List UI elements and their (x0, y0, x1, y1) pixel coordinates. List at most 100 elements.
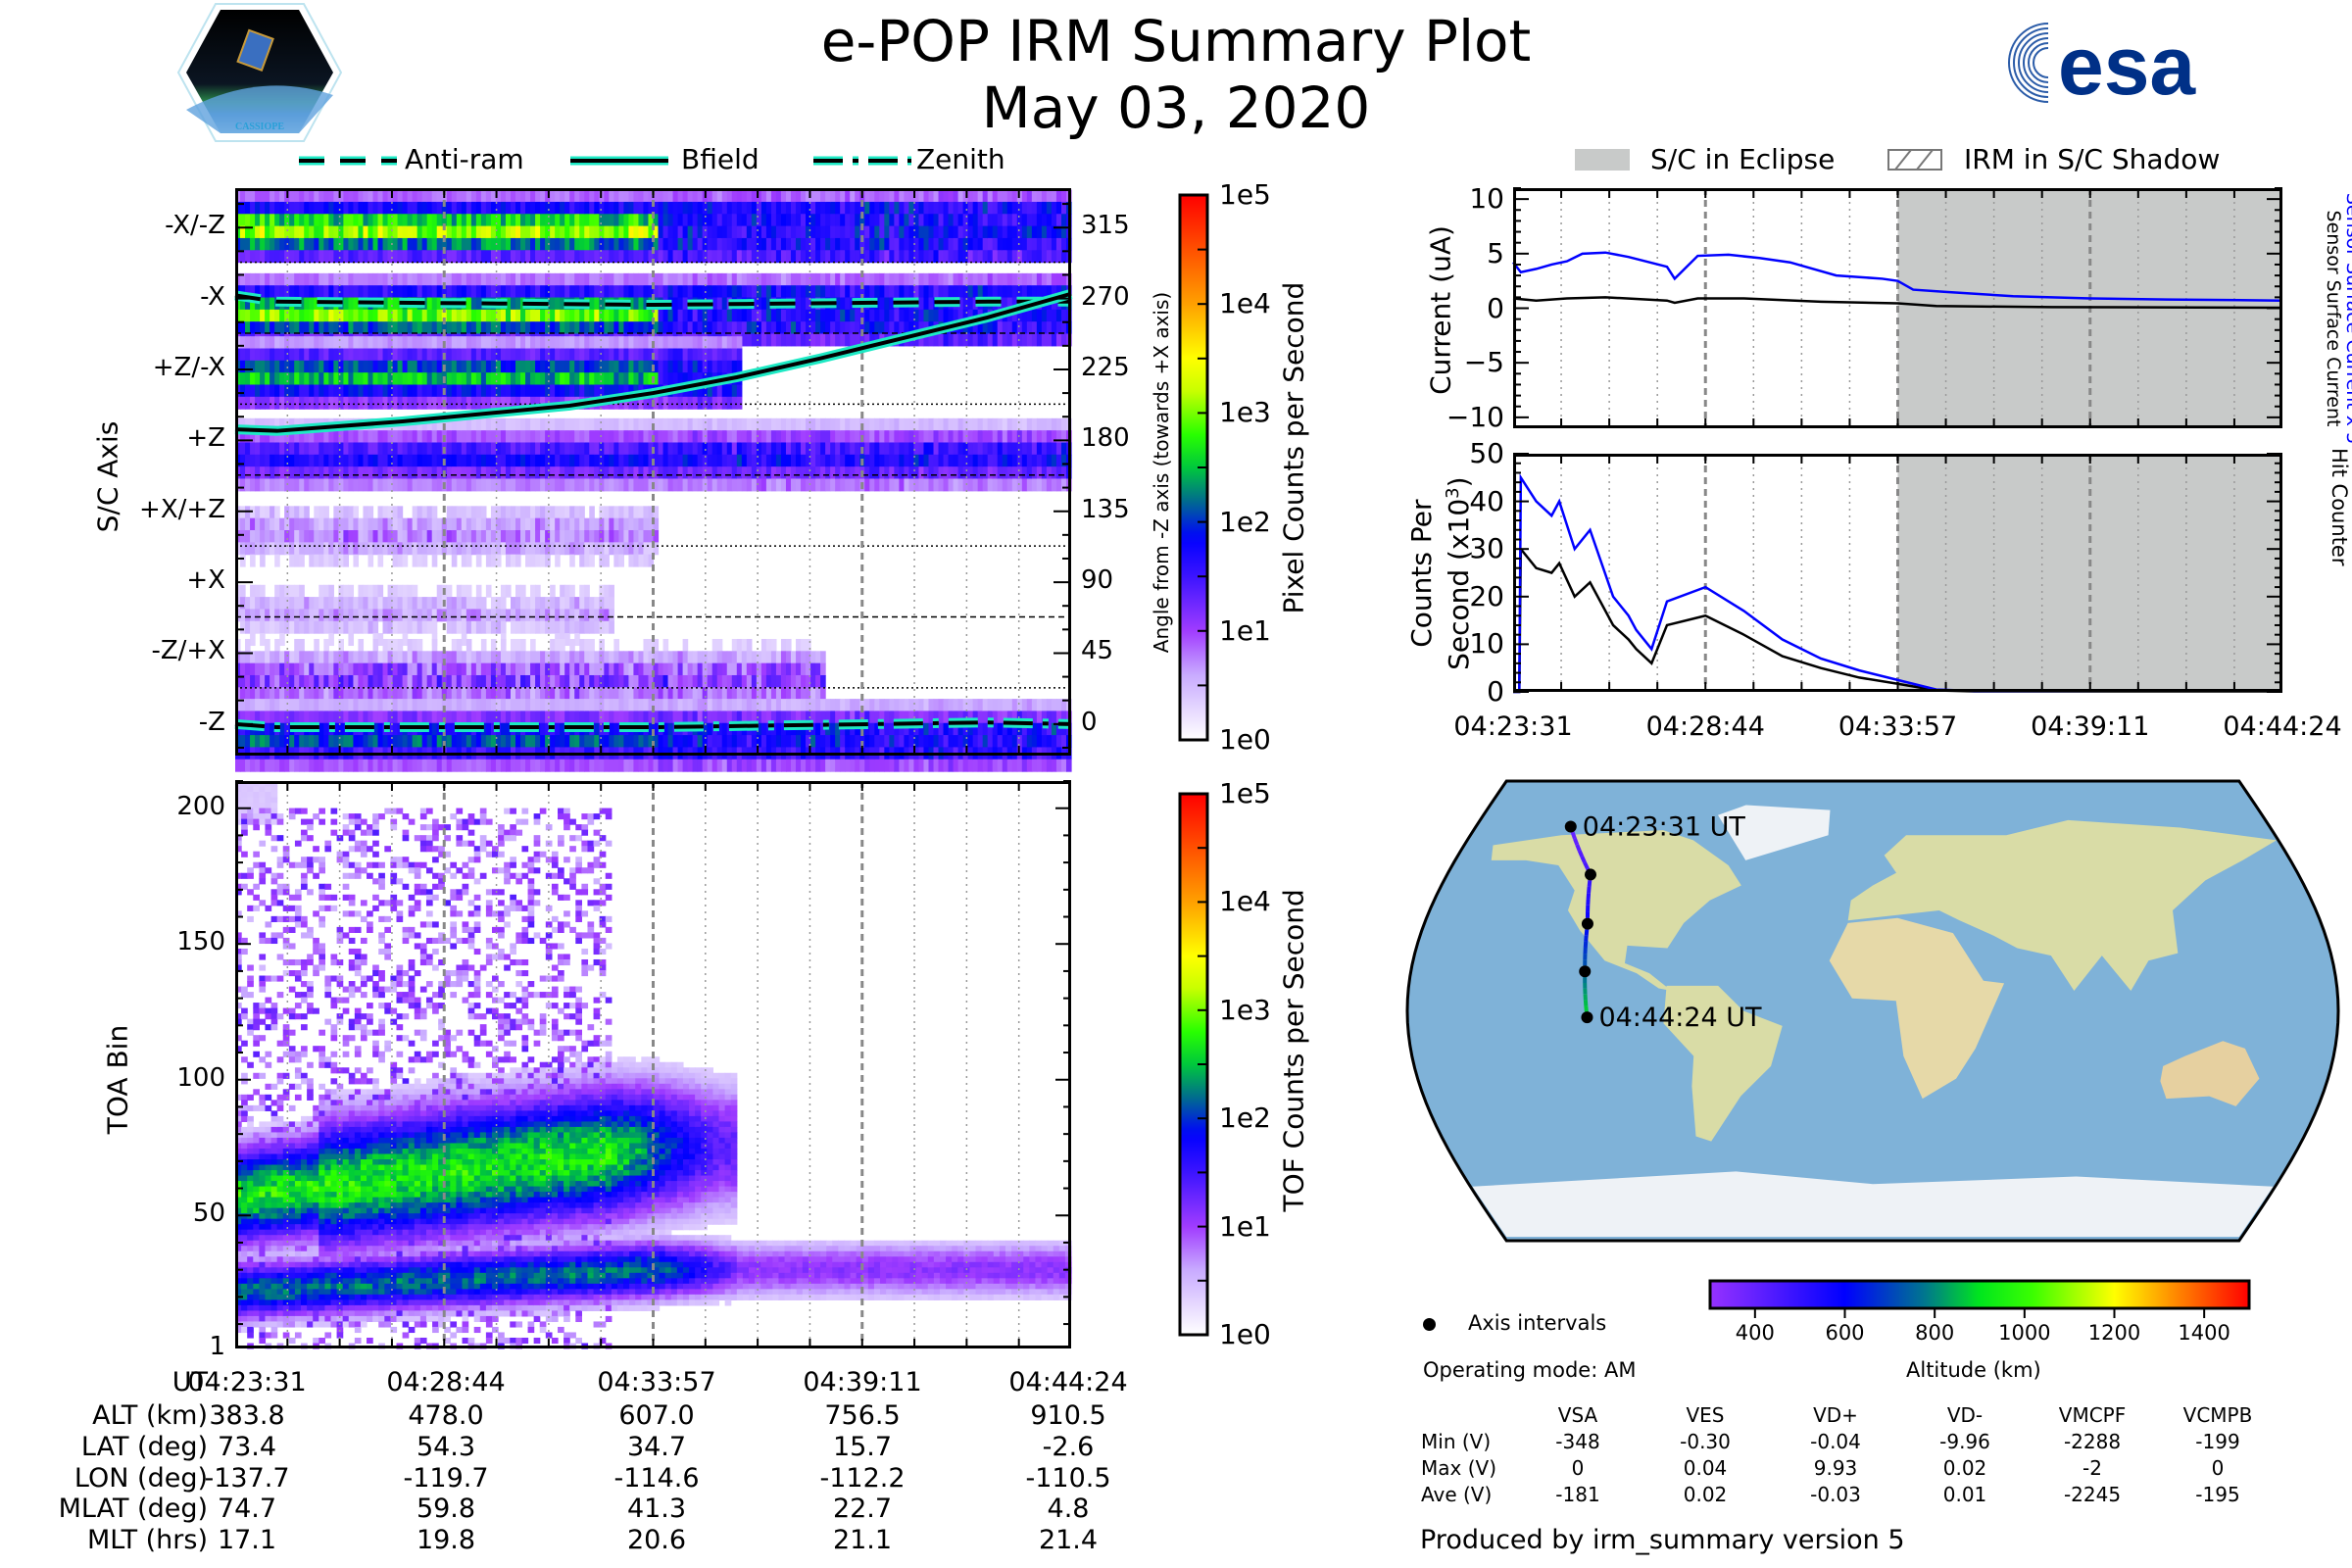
heatmap-cell (928, 309, 935, 322)
heatmap-cell (830, 442, 836, 456)
heatmap-cell (456, 674, 463, 688)
heatmap-cell (658, 309, 664, 322)
heatmap-cell (1026, 250, 1033, 264)
heatmap-cell (633, 309, 640, 322)
heatmap-cell (545, 285, 551, 299)
page-title: e-POP IRM Summary Plot (820, 8, 1532, 74)
heatmap-cell (333, 454, 339, 467)
heatmap-cell (1016, 237, 1023, 251)
heatmap-cell (785, 333, 792, 347)
heatmap-cell (613, 309, 619, 322)
heatmap-cell (304, 237, 310, 251)
heatmap-cell (579, 372, 585, 386)
heatmap-cell (796, 237, 802, 251)
heatmap-cell (289, 530, 295, 543)
heatmap-cell (495, 201, 502, 215)
heatmap-cell (382, 506, 389, 519)
heatmap-cell (475, 662, 482, 676)
heatmap-cell (785, 237, 792, 251)
heatmap-cell (338, 250, 344, 264)
heatmap-cell (1031, 272, 1038, 286)
heatmap-cell (431, 478, 438, 492)
heatmap-cell (353, 272, 360, 286)
heatmap-cell (987, 214, 994, 227)
heatmap-cell (328, 633, 334, 647)
heatmap-cell (653, 638, 660, 652)
heatmap-cell (859, 201, 865, 215)
heatmap-cell (1031, 454, 1038, 467)
heatmap-cell (480, 214, 487, 227)
heatmap-cell (530, 336, 536, 350)
heatmap-cell (358, 584, 365, 598)
heatmap-cell (510, 225, 516, 239)
heatmap-cell (697, 285, 704, 299)
heatmap-cell (948, 189, 955, 203)
heatmap-cell (599, 309, 605, 322)
heatmap-cell (480, 396, 487, 410)
heatmap-cell (707, 674, 713, 688)
heatmap-cell (545, 542, 551, 556)
heatmap-cell (830, 466, 836, 480)
heatmap-cell (716, 417, 723, 431)
heatmap-cell (470, 651, 477, 664)
heatmap-cell (466, 348, 472, 362)
heatmap-cell (387, 542, 394, 556)
heatmap-cell (653, 372, 660, 386)
heatmap-cell (628, 201, 635, 215)
heatmap-cell (363, 285, 369, 299)
heatmap-cell (628, 478, 635, 492)
heatmap-cell (525, 517, 531, 531)
heatmap-cell (515, 687, 521, 701)
heatmap-cell (564, 237, 570, 251)
heatmap-cell (535, 442, 541, 456)
heatmap-cell (309, 530, 315, 543)
heatmap-cell (1021, 454, 1028, 467)
heatmap-cell (289, 396, 295, 410)
heatmap-cell (475, 201, 482, 215)
heatmap-cell (913, 285, 920, 299)
heatmap-cell (820, 309, 826, 322)
heatmap-cell (658, 201, 664, 215)
heatmap-cell (835, 430, 841, 444)
heatmap-cell (520, 466, 526, 480)
heatmap-cell (348, 620, 355, 634)
heatmap-cell (431, 530, 438, 543)
heatmap-cell (756, 662, 762, 676)
heatmap-cell (643, 651, 650, 664)
heatmap-cell (825, 430, 831, 444)
heatmap-cell (431, 225, 438, 239)
heatmap-cell (692, 348, 699, 362)
heatmap-cell (672, 662, 679, 676)
heatmap-cell (480, 597, 487, 611)
heatmap-cell (599, 272, 605, 286)
heatmap-cell (894, 272, 900, 286)
heatmap-cell (255, 201, 261, 215)
heatmap-cell (525, 285, 531, 299)
heatmap-cell (815, 309, 821, 322)
heatmap-cell (726, 189, 733, 203)
heatmap-cell (604, 597, 610, 611)
heatmap-cell (240, 297, 246, 311)
heatmap-cell (240, 336, 246, 350)
heatmap-cell (525, 348, 531, 362)
heatmap-cell (368, 442, 374, 456)
heatmap-cell (265, 336, 270, 350)
heatmap-cell (825, 309, 831, 322)
heatmap-cell (594, 542, 600, 556)
heatmap-cell (328, 430, 334, 444)
heatmap-cell (510, 237, 516, 251)
heatmap-cell (485, 609, 492, 622)
heatmap-cell (289, 225, 295, 239)
heatmap-cell (274, 309, 280, 322)
heatmap-cell (363, 478, 369, 492)
heatmap-cell (770, 638, 777, 652)
heatmap-cell (618, 454, 624, 467)
heatmap-cell (908, 478, 915, 492)
heatmap-cell (997, 333, 1004, 347)
heatmap-cell (274, 478, 280, 492)
heatmap-cell (500, 651, 507, 664)
heatmap-cell (1026, 321, 1033, 335)
heatmap-cell (918, 417, 925, 431)
heatmap-cell (584, 620, 590, 634)
heatmap-cell (707, 384, 713, 398)
